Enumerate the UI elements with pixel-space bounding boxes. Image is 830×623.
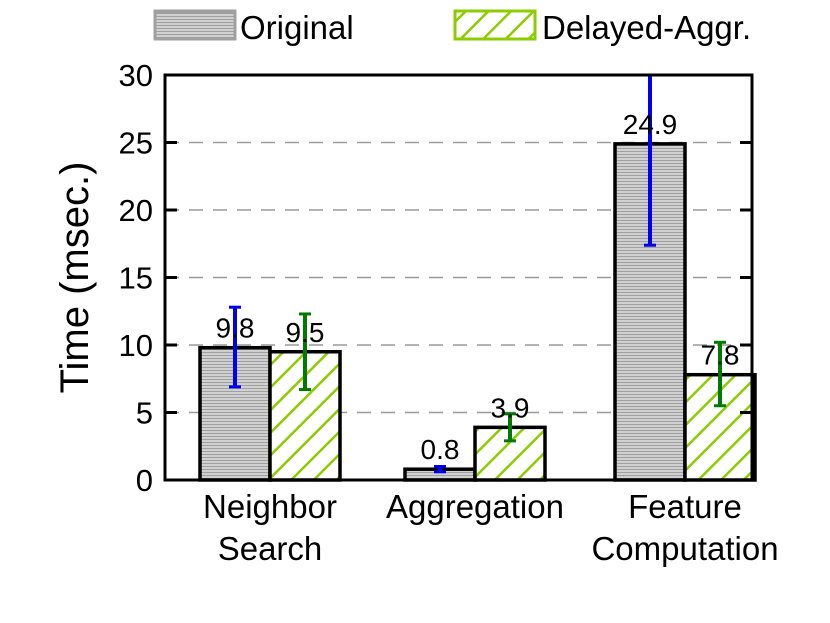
legend: Original Delayed-Aggr. bbox=[153, 9, 751, 46]
legend-swatch-delayed-aggr bbox=[453, 9, 537, 41]
error-bars bbox=[229, 75, 726, 474]
data-label: 24.9 bbox=[623, 109, 678, 140]
axes: 0 5 10 15 20 25 30 Neighbor Search Aggregation Fea… bbox=[53, 58, 779, 567]
x-category-label: Neighbor bbox=[203, 488, 337, 525]
y-tick-label: 20 bbox=[119, 193, 153, 228]
x-category-label: Feature bbox=[628, 488, 742, 525]
legend-label: Delayed-Aggr. bbox=[542, 9, 751, 46]
data-label: 9.8 bbox=[216, 313, 255, 344]
y-tick-label: 15 bbox=[119, 261, 153, 296]
data-label: 7.8 bbox=[701, 340, 740, 371]
y-axis-label: Time (msec.) bbox=[53, 162, 97, 394]
y-tick-label: 30 bbox=[119, 58, 153, 93]
y-tick-label: 5 bbox=[136, 396, 153, 431]
y-tick-label: 25 bbox=[119, 126, 153, 161]
data-label: 0.8 bbox=[421, 434, 460, 465]
data-labels: 9.8 0.8 24.9 9.5 3.9 7.8 bbox=[216, 109, 740, 465]
legend-swatch-original bbox=[153, 9, 237, 41]
legend-label: Original bbox=[240, 9, 354, 46]
data-label: 3.9 bbox=[491, 392, 530, 423]
y-tick-label: 0 bbox=[136, 463, 153, 498]
x-category-label: Search bbox=[218, 530, 323, 567]
x-category-label: Aggregation bbox=[386, 488, 564, 525]
data-label: 9.5 bbox=[286, 317, 325, 348]
x-category-label: Computation bbox=[591, 530, 778, 567]
y-tick-label: 10 bbox=[119, 328, 153, 363]
bars bbox=[198, 142, 757, 482]
